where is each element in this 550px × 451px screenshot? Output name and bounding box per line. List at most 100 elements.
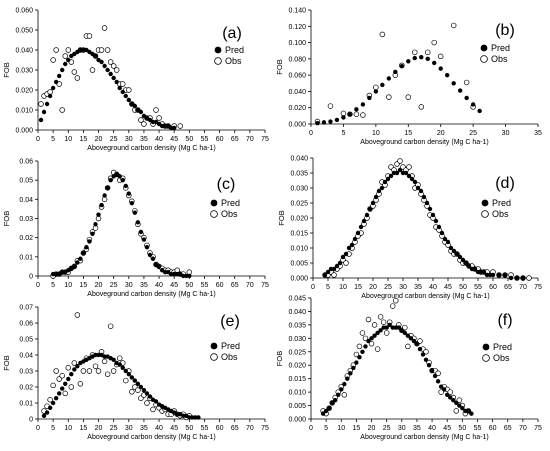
x-tick-label: 0	[36, 425, 40, 432]
pred-point	[372, 333, 377, 338]
pred-point	[454, 251, 460, 257]
y-tick-label: 0.040	[288, 309, 306, 316]
pred-point	[396, 325, 401, 330]
y-tick-label: 0.02	[19, 235, 33, 242]
pred-point	[367, 95, 372, 101]
y-axis-label: FOB	[275, 351, 284, 366]
pred-point	[364, 212, 370, 218]
y-tick-label: 0.020	[290, 216, 308, 223]
pred-point	[351, 365, 356, 371]
pred-point	[162, 123, 168, 129]
y-tick-label: 0.040	[290, 156, 308, 163]
pred-point	[415, 185, 421, 191]
x-tick-label: 35	[140, 282, 148, 289]
y-tick-label: 0.07	[19, 305, 33, 312]
obs-point	[47, 397, 53, 403]
obs-point	[450, 22, 457, 29]
pred-point	[326, 406, 332, 411]
obs-point	[438, 389, 444, 395]
pred-point	[397, 167, 403, 173]
legend-pred-marker	[210, 342, 218, 350]
pred-point	[38, 117, 44, 123]
pred-point	[481, 269, 487, 275]
pred-point	[340, 254, 346, 260]
x-tick-label: 60	[216, 136, 224, 143]
y-tick-label: 0.030	[290, 186, 308, 193]
y-tick-label: 0.005	[288, 403, 306, 410]
x-tick-label: 75	[261, 282, 269, 289]
pred-point	[384, 325, 389, 330]
x-tick-label: 70	[246, 282, 254, 289]
pred-point	[53, 396, 59, 401]
pred-point	[438, 66, 443, 71]
pred-point	[441, 387, 447, 392]
legend-obs-label: Obs	[491, 54, 508, 64]
pred-point	[138, 384, 144, 390]
x-tick-label: 5	[51, 282, 55, 289]
obs-point	[119, 81, 126, 87]
pred-point	[382, 179, 388, 185]
pred-point	[460, 257, 466, 263]
pred-point	[514, 275, 520, 281]
obs-point	[405, 94, 412, 100]
pred-point	[126, 191, 131, 196]
pred-point	[193, 415, 198, 420]
x-tick-label: 70	[246, 136, 254, 143]
pred-point	[363, 344, 368, 349]
pred-point	[172, 125, 177, 131]
y-tick-label: 0.010	[15, 108, 33, 115]
pred-point	[102, 354, 107, 359]
x-axis-label: Aboveground carbon density (Mg C ha-1)	[360, 139, 488, 146]
pred-point	[424, 200, 430, 206]
obs-point	[62, 390, 68, 397]
pred-point	[352, 236, 358, 242]
pred-point	[466, 263, 472, 269]
obs-point	[360, 112, 366, 118]
obs-point	[104, 371, 111, 377]
legend-pred-marker	[480, 44, 488, 52]
x-tick-label: 55	[201, 136, 209, 143]
y-tick-label: 0.040	[288, 89, 306, 96]
pred-point	[442, 236, 448, 242]
chart-panel-5: 0 0.01 0.02 0.03 0.04 0.05 0.06 0.07 0 5 10 15 20 25 3…	[2, 305, 269, 442]
pred-point	[41, 413, 47, 418]
y-tick-label: 0.140	[288, 8, 306, 15]
x-tick-label: 25	[110, 136, 118, 143]
pred-point	[99, 59, 104, 65]
obs-point	[116, 355, 123, 361]
pred-point	[132, 378, 138, 383]
x-tick-label: 70	[246, 425, 254, 432]
obs-point	[340, 110, 347, 117]
x-tick-label: 5	[324, 425, 328, 432]
y-tick-label: 0.035	[290, 171, 308, 178]
y-tick-label: 0.000	[15, 128, 33, 135]
x-tick-label: 35	[140, 425, 148, 432]
legend-obs-label: Obs	[221, 209, 238, 219]
pred-point	[181, 273, 186, 279]
y-tick-label: 0.02	[19, 385, 33, 392]
pred-point	[153, 399, 159, 404]
pred-point	[347, 112, 353, 117]
pred-point	[93, 222, 98, 227]
legend-obs-marker	[210, 210, 218, 218]
pred-point	[457, 403, 462, 408]
x-tick-label: 10	[64, 136, 72, 143]
x-tick-label: 15	[404, 130, 412, 137]
obs-point	[386, 94, 392, 100]
obs-point	[412, 49, 418, 56]
y-tick-label: 0.035	[288, 322, 306, 329]
y-tick-label: 0.03	[19, 216, 33, 223]
y-axis-label: FOB	[2, 355, 11, 370]
obs-point	[177, 123, 184, 129]
legend-obs-marker	[482, 354, 490, 362]
pred-point	[470, 102, 476, 107]
pred-point	[47, 93, 53, 99]
obs-point	[353, 111, 360, 117]
pred-point	[114, 79, 119, 85]
y-tick-label: 0.025	[288, 349, 306, 356]
pred-point	[427, 206, 433, 212]
y-tick-label: 0.000	[290, 276, 308, 283]
legend-obs-marker	[214, 57, 222, 65]
x-tick-label: 50	[459, 284, 467, 291]
